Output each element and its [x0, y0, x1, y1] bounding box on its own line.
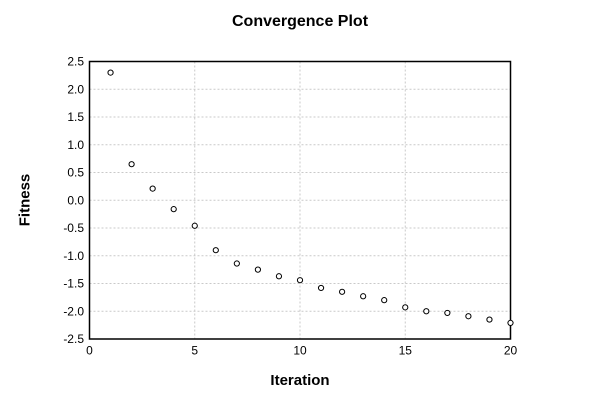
plot-frame [88, 60, 512, 340]
data-point [254, 266, 261, 273]
data-point [339, 288, 346, 295]
data-point [444, 309, 451, 317]
y-tick-label: -1.0 [63, 249, 84, 263]
y-tick-label: -2.5 [63, 332, 84, 346]
data-point [170, 206, 177, 213]
x-tick-label: 5 [191, 344, 198, 358]
data-point [317, 284, 325, 292]
x-tick-label: 0 [86, 344, 93, 358]
x-axis-label: Iteration [270, 372, 330, 389]
data-point [423, 308, 430, 315]
data-point [212, 247, 219, 254]
data-point [465, 313, 472, 320]
data-point [402, 304, 409, 311]
x-tick-label: 15 [399, 344, 413, 358]
data-point [107, 69, 114, 76]
data-point [149, 185, 156, 192]
data-point [191, 222, 198, 229]
y-tick-label: -0.5 [63, 221, 84, 235]
y-tick-label: 2.5 [67, 55, 84, 69]
y-tick-label: 0.0 [67, 193, 84, 207]
y-tick-label: 0.5 [67, 166, 84, 180]
data-point [128, 161, 135, 168]
data-point [486, 316, 493, 323]
data-point [381, 297, 388, 304]
data-point [507, 319, 514, 327]
y-tick-label: 2.0 [67, 82, 84, 96]
data-point [296, 277, 304, 284]
y-tick-label: 1.0 [67, 138, 84, 152]
chart-title: Convergence Plot [231, 13, 369, 30]
y-tick-label: -2.0 [63, 304, 84, 318]
y-tick-label: 1.5 [67, 110, 84, 124]
data-point [233, 260, 240, 267]
data-point [360, 293, 367, 300]
x-tick-label: 20 [504, 344, 518, 358]
y-tick-label: -1.5 [63, 277, 84, 291]
data-point [275, 273, 283, 280]
x-tick-label: 10 [293, 344, 307, 358]
